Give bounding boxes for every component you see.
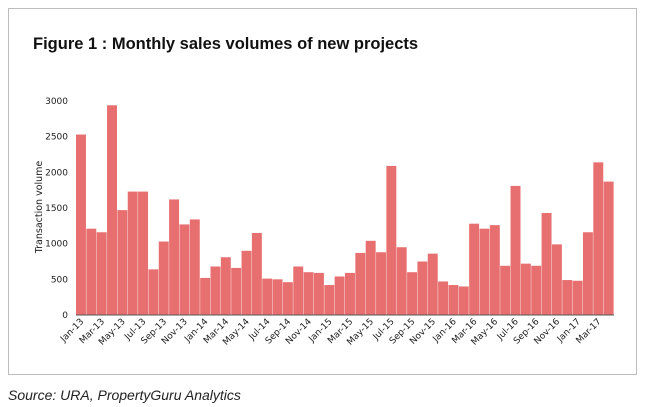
bar-Feb-17 [582, 232, 593, 315]
y-tick-label: 1500 [45, 204, 68, 214]
bar-May-15 [365, 240, 376, 315]
bar-Jan-14 [200, 277, 211, 315]
bar-Mar-16 [469, 223, 480, 315]
bar-Jun-14 [251, 232, 262, 315]
bar-Jul-13 [138, 191, 149, 315]
bar-Oct-13 [169, 199, 180, 315]
bar-Mar-17 [593, 162, 604, 315]
bar-Jun-15 [376, 252, 386, 315]
bar-Feb-14 [210, 266, 221, 315]
bar-Aug-14 [272, 279, 283, 315]
y-tick-label: 2500 [45, 133, 68, 143]
bar-Dec-15 [438, 281, 449, 315]
bar-Apr-14 [231, 267, 242, 315]
bar-Aug-13 [148, 269, 159, 315]
bar-Jan-16 [448, 285, 459, 315]
bar-Dec-14 [313, 272, 324, 315]
bar-Apr-17 [603, 181, 614, 315]
bar-Oct-15 [417, 261, 428, 315]
bars-group [76, 105, 614, 315]
bar-Jan-17 [572, 280, 583, 315]
bar-Nov-14 [303, 272, 314, 315]
bar-Feb-13 [86, 228, 97, 315]
bar-Apr-16 [479, 228, 490, 315]
bar-Aug-15 [396, 247, 407, 315]
chart-title: Figure 1 : Monthly sales volumes of new … [33, 35, 419, 53]
bar-Oct-14 [293, 266, 304, 315]
bar-Apr-15 [355, 252, 366, 315]
bar-Jan-13 [76, 134, 86, 315]
bar-Mar-14 [220, 257, 231, 315]
bar-May-14 [241, 250, 252, 315]
bar-Jul-15 [386, 165, 397, 315]
bar-Sep-15 [407, 272, 418, 315]
bar-May-13 [117, 210, 128, 315]
bar-Aug-16 [520, 263, 531, 315]
bar-Jul-14 [262, 278, 273, 315]
bar-Dec-13 [189, 219, 200, 315]
bar-Oct-16 [541, 212, 552, 315]
bar-May-16 [489, 225, 500, 315]
source-note: Source: URA, PropertyGuru Analytics [8, 387, 241, 403]
x-axis: Jan-13Mar-13May-13Jul-13Sep-13Nov-13Jan-… [58, 314, 614, 348]
bar-Sep-13 [158, 241, 169, 315]
bar-Sep-14 [282, 282, 293, 315]
bar-Nov-13 [179, 224, 190, 315]
bar-Jul-16 [510, 185, 521, 315]
bar-Jun-16 [500, 265, 511, 315]
bar-Dec-16 [562, 280, 573, 315]
y-tick-label: 500 [51, 275, 68, 285]
bar-Mar-15 [345, 272, 355, 315]
bar-Feb-16 [458, 286, 469, 315]
y-tick-label: 0 [62, 311, 68, 321]
bar-Sep-16 [531, 265, 542, 315]
bar-Jan-15 [324, 285, 335, 315]
bar-Nov-15 [427, 253, 438, 315]
bar-Apr-13 [107, 105, 117, 315]
y-tick-label: 1000 [45, 240, 68, 250]
bar-Jun-13 [127, 191, 138, 315]
y-tick-label: 2000 [45, 168, 68, 178]
y-axis-label: Transaction volume [34, 161, 45, 255]
y-axis: 0 500 1000 1500 2000 2500 3000 [45, 97, 68, 321]
bar-Mar-13 [96, 232, 107, 315]
bar-Feb-15 [334, 276, 345, 315]
bar-Nov-16 [551, 244, 562, 315]
y-tick-label: 3000 [45, 97, 68, 107]
